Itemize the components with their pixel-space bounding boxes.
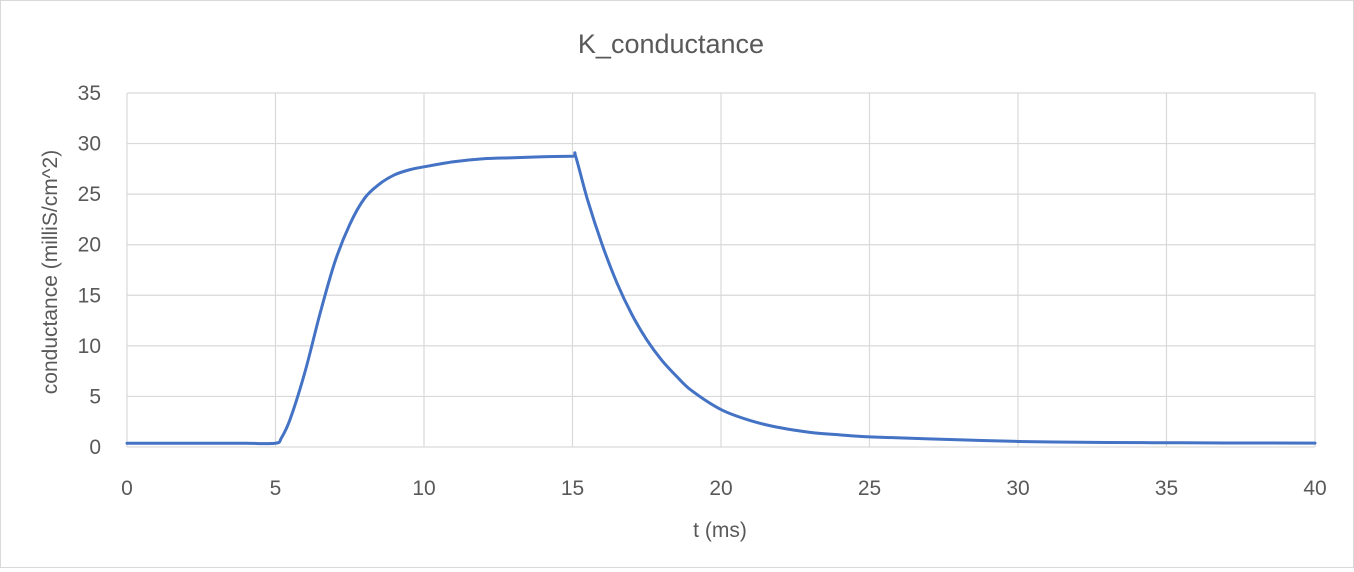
tick-labels: 0 5 10 15 20 25 30 35 0 5 10 15 20 25 30 35 40: [78, 82, 1327, 500]
y-tick-label: 20: [78, 234, 101, 257]
y-tick-label: 15: [78, 284, 101, 307]
y-tick-label: 10: [78, 335, 101, 358]
x-axis-label: t (ms): [693, 519, 747, 542]
series-lines: [125, 151, 1317, 446]
x-tick-label: 10: [412, 477, 435, 500]
y-tick-label: 5: [89, 385, 101, 408]
x-tick-label: 35: [1155, 477, 1178, 500]
x-tick-label: 25: [858, 477, 881, 500]
y-tick-label: 25: [78, 183, 101, 206]
x-tick-label: 15: [561, 477, 584, 500]
y-axis-label: conductance (milliS/cm^2): [39, 150, 62, 394]
x-tick-label: 5: [270, 477, 282, 500]
x-tick-label: 40: [1303, 477, 1326, 500]
x-tick-label: 20: [709, 477, 732, 500]
chart-title: K_conductance: [578, 29, 764, 59]
y-tick-label: 35: [78, 82, 101, 105]
x-tick-label: 0: [121, 477, 133, 500]
grid-lines: [126, 92, 1316, 448]
y-tick-label: 30: [78, 133, 101, 156]
x-tick-label: 30: [1006, 477, 1029, 500]
series-line-0: [125, 151, 1317, 446]
y-tick-label: 0: [89, 436, 101, 459]
